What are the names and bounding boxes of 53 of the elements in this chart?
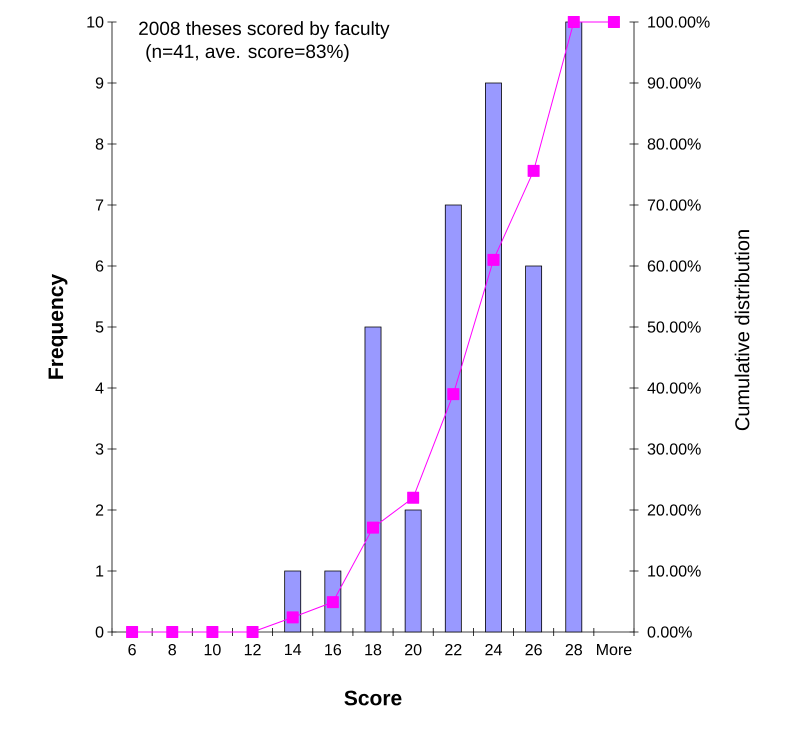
y-tick-label: 10 — [87, 16, 104, 28]
y-tick-label: 0 — [96, 626, 104, 638]
point — [126, 626, 138, 638]
x-tick-label: 10 — [204, 644, 221, 656]
x-tick-label: 16 — [325, 644, 342, 656]
y2-tick-label: 80.00% — [648, 138, 701, 150]
y2-tick-label: 20.00% — [648, 504, 701, 516]
x-tick-label: More — [597, 644, 632, 656]
x-tick-label: 14 — [285, 644, 302, 656]
point — [568, 16, 580, 28]
x-tick-label: 6 — [128, 644, 136, 656]
text: (n=41, ave. score=83%) — [146, 44, 349, 62]
y2-tick-label: 50.00% — [648, 321, 701, 333]
x-tick-label: 8 — [168, 644, 176, 656]
y-tick-label: 6 — [96, 260, 104, 272]
y-tick-label: 2 — [96, 504, 104, 516]
x-axis-title: Score — [344, 690, 402, 706]
point — [407, 492, 420, 504]
y-tick-label: 1 — [96, 565, 104, 576]
chart-title: 2008 theses scored by faculty — [139, 21, 390, 39]
y-tick-label: 8 — [96, 138, 104, 150]
y2-tick-label: 70.00% — [648, 199, 701, 211]
y2-axis-title: Cumulative distribution — [734, 230, 750, 430]
y2-tick-label: 90.00% — [648, 77, 701, 89]
point — [608, 16, 620, 28]
x-tick-label: 18 — [365, 644, 382, 656]
x-tick-label: 20 — [405, 644, 422, 656]
y-tick-label: 5 — [96, 321, 104, 333]
y2-tick-label: 10.00% — [648, 565, 701, 577]
point — [206, 626, 218, 638]
y-tick-label: 4 — [95, 382, 104, 394]
y-tick-label: 7 — [96, 199, 104, 210]
y-axis-title: Frequency — [48, 274, 68, 379]
point — [528, 164, 540, 177]
y2-tick-label: 40.00% — [647, 382, 701, 394]
point — [326, 596, 339, 608]
x-tick-label: 28 — [566, 644, 582, 656]
point — [246, 626, 259, 638]
point — [367, 522, 380, 534]
point — [447, 388, 460, 400]
x-tick-label: 22 — [445, 644, 462, 656]
y2-tick-label: 60.00% — [648, 260, 701, 272]
point — [166, 626, 178, 638]
y-tick-label: 9 — [96, 77, 104, 89]
x-tick-label: 26 — [526, 644, 542, 656]
y2-tick-label: 100.00% — [648, 16, 710, 28]
y-tick-label: 3 — [96, 443, 104, 455]
x-tick-label: 12 — [244, 644, 261, 656]
y2-tick-label: 30.00% — [648, 443, 701, 455]
x-tick-label: 24 — [485, 644, 502, 656]
point — [286, 611, 299, 624]
y2-tick-label: 0.00% — [648, 626, 692, 638]
point — [487, 254, 500, 266]
